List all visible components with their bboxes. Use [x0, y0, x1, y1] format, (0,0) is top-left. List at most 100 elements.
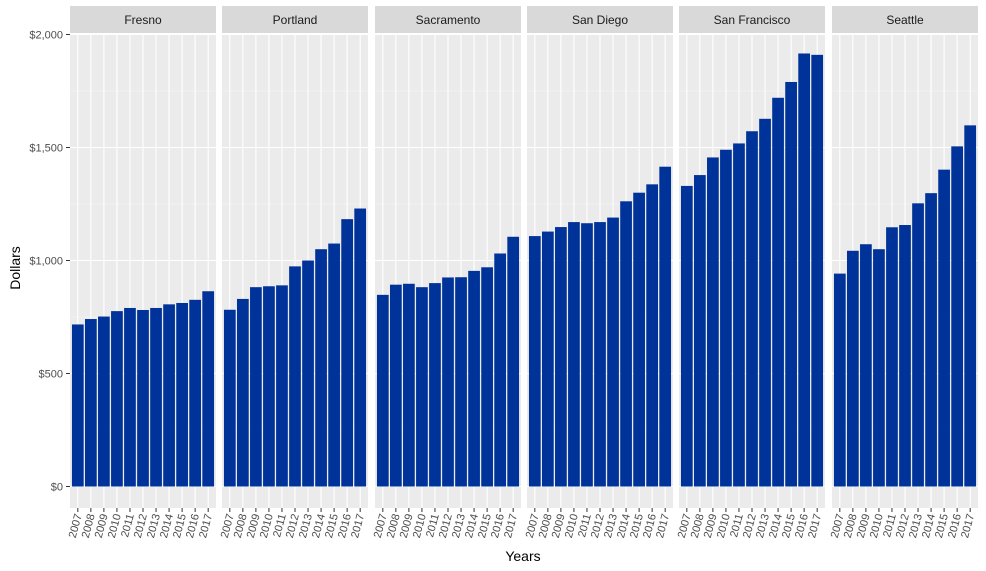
bar [733, 143, 745, 487]
bar [507, 236, 520, 487]
bar [71, 324, 84, 487]
facet-strip-label: Seattle [886, 13, 924, 27]
bar [111, 311, 123, 487]
bar [189, 299, 202, 487]
bar [860, 244, 872, 487]
y-tick-label: $0 [51, 482, 63, 494]
bar [798, 53, 811, 487]
bar [772, 97, 784, 487]
bar [693, 175, 706, 487]
bar [759, 118, 771, 487]
facet-panel: Sacramento200720082009201020112012201320… [372, 6, 521, 539]
facet-panel: Portland20072008200920102011201220132014… [219, 6, 368, 539]
bar [912, 203, 924, 487]
bar [707, 157, 719, 487]
bar [607, 217, 619, 487]
bar [481, 267, 493, 487]
bar [646, 184, 659, 487]
bar [494, 253, 507, 487]
y-tick-label: $2,000 [29, 30, 63, 42]
bar [594, 222, 606, 487]
bar [315, 249, 327, 487]
bar [98, 316, 110, 487]
y-tick-label: $500 [39, 369, 63, 381]
bar [951, 146, 964, 487]
bar [403, 283, 415, 487]
x-tick-label: 2011 [424, 513, 442, 539]
facet-panel: San Diego2007200820092010201120122013201… [524, 6, 673, 539]
bar [376, 294, 389, 487]
bar [442, 277, 454, 487]
x-tick-label: 2011 [881, 513, 899, 539]
bar [341, 219, 354, 487]
bar [263, 286, 275, 487]
bar [541, 231, 554, 487]
facet-strip-label: Portland [273, 13, 318, 27]
bar [938, 169, 950, 487]
bar [468, 270, 480, 487]
facet-strip [832, 6, 978, 33]
facet-panels: Fresno2007200820092010201120122013201420… [67, 6, 978, 539]
bar [555, 227, 567, 487]
bar [746, 131, 758, 487]
bar [720, 149, 732, 487]
bar [176, 302, 188, 487]
bar [389, 284, 402, 487]
bar [302, 260, 314, 487]
bar [455, 277, 467, 487]
x-tick-label: 2011 [576, 513, 594, 539]
bar [925, 193, 937, 487]
facet-panel: Fresno2007200820092010201120122013201420… [67, 6, 216, 539]
bar [620, 201, 632, 487]
y-tick-label: $1,500 [29, 143, 63, 155]
bar [846, 250, 859, 487]
bar [416, 287, 428, 487]
facet-panel: San Francisco200720082009201020112012201… [676, 6, 825, 539]
facet-strip [375, 6, 521, 33]
bar [680, 185, 693, 487]
x-tick-label: 2011 [119, 513, 137, 539]
bar [289, 266, 301, 487]
y-axis: $0 $500 $1,000 $1,500 $2,000 [29, 30, 70, 494]
bar [163, 304, 175, 487]
bar [276, 285, 288, 487]
facet-strip-label: San Francisco [714, 13, 791, 27]
bar [581, 223, 593, 487]
bar [236, 298, 249, 487]
bar [150, 307, 162, 487]
bar [873, 249, 885, 487]
bar [659, 166, 672, 487]
bar [223, 309, 236, 487]
x-axis-title: Years [505, 548, 540, 564]
bar [328, 243, 340, 487]
x-tick-label: 2011 [271, 513, 289, 539]
y-axis-title: Dollars [7, 246, 23, 290]
bar [429, 283, 441, 487]
facet-strip [222, 6, 368, 33]
bar [202, 291, 215, 487]
facet-strip [70, 6, 216, 33]
bar [124, 307, 136, 487]
bar [886, 227, 898, 487]
bar [811, 54, 824, 487]
bar [899, 225, 911, 487]
bar [964, 125, 977, 487]
facet-panel: Seattle200720082009201020112012201320142… [829, 6, 978, 539]
y-tick-label: $1,000 [29, 256, 63, 268]
facet-strip-label: Sacramento [416, 13, 481, 27]
bar [137, 309, 149, 487]
bar [84, 319, 97, 487]
facet-strip-label: San Diego [572, 13, 628, 27]
bar [785, 81, 797, 487]
x-tick-label: 2011 [728, 513, 746, 539]
bar [528, 236, 541, 487]
bar [568, 222, 580, 487]
bar [633, 192, 645, 487]
bar [354, 208, 367, 487]
facet-strip [527, 6, 673, 33]
facet-strip [679, 6, 825, 33]
bar [250, 287, 262, 487]
bar [833, 273, 846, 487]
facet-strip-label: Fresno [124, 13, 162, 27]
